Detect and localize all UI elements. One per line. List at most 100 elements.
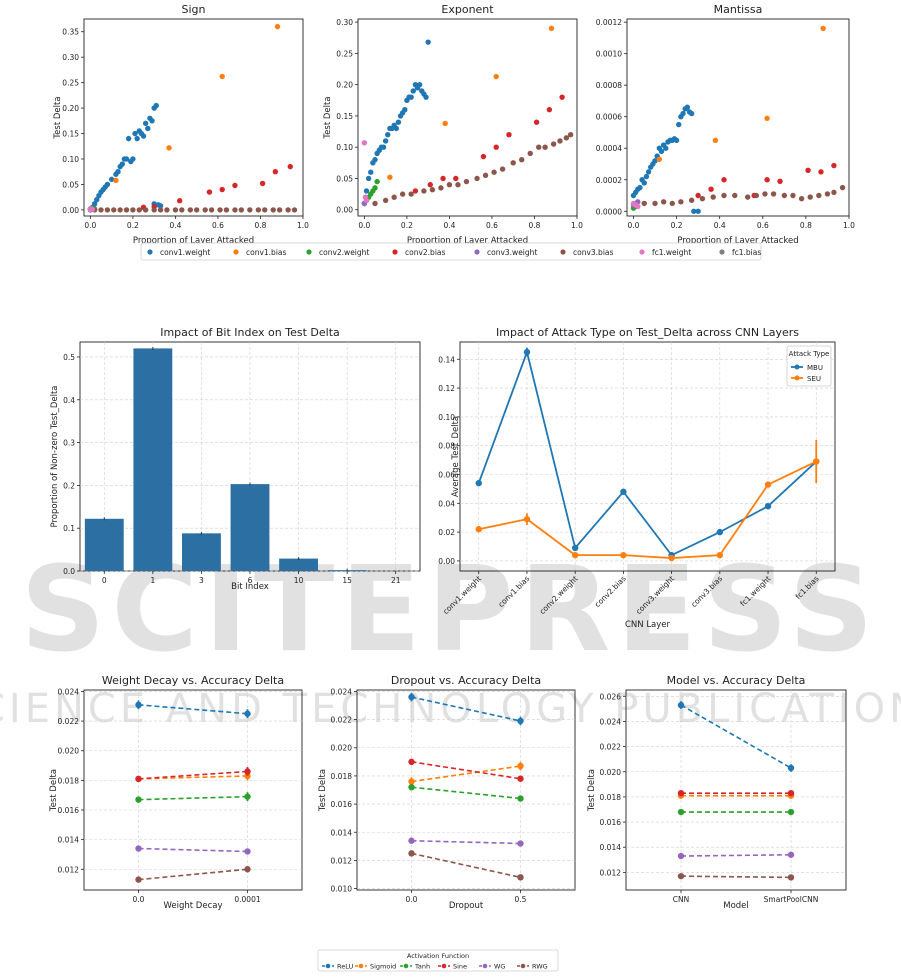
y-tick-label: 0.04	[438, 499, 455, 508]
scatter-point-conv1-weight	[115, 169, 121, 175]
legend-label-conv3-bias: conv3.bias	[573, 248, 614, 257]
chart-title: Weight Decay vs. Accuracy Delta	[102, 674, 284, 687]
scatter-point-conv3-bias	[732, 192, 738, 199]
y-tick-label: 0.0004	[596, 144, 622, 153]
scatter-point-conv1-bias	[166, 145, 172, 151]
scatter-point-conv2-bias	[764, 177, 770, 183]
scatter-point-conv1-weight	[395, 119, 402, 125]
scatter-point-conv2-bias	[259, 180, 266, 187]
scatter-point-conv1-weight	[104, 181, 111, 188]
scatter-point-conv3-bias	[660, 199, 667, 205]
legend-label-fc1-weight: fc1.weight	[652, 248, 691, 257]
x-tick-label: 1.0	[843, 221, 855, 230]
y-tick-label: 0.12	[438, 384, 455, 393]
bar-bit-10	[279, 558, 318, 571]
y-tick-label: 0.016	[58, 806, 80, 815]
scatter-point-conv1-weight	[153, 102, 159, 109]
plot-frame	[357, 18, 578, 217]
scatter-point-conv3-bias	[816, 192, 822, 199]
legend-label-conv1-bias: conv1.bias	[246, 248, 287, 257]
x-tick-label: 0.8	[255, 221, 267, 230]
scatter-point-conv1-weight	[643, 173, 650, 180]
x-tick-label: 10	[294, 576, 304, 585]
chart-panel-weight-decay-vs-accuracy-delta: Weight Decay vs. Accuracy Delta Weight De…	[49, 674, 303, 911]
scatter-point-conv3-bias	[688, 197, 695, 203]
scatter-point-conv2-bias	[412, 188, 419, 194]
scatter-point-conv3-bias	[98, 207, 104, 213]
y-tick-label: 0.30	[336, 18, 353, 27]
legend-label-sine: Sine	[453, 963, 467, 971]
scatter-point-conv3-bias	[223, 207, 230, 213]
scatter-point-conv1-weight	[363, 188, 370, 194]
scatter-point-conv1-weight	[145, 125, 151, 132]
scatter-point-conv3-bias	[807, 194, 813, 200]
scatter-point-conv3-bias	[519, 157, 525, 163]
activation-legend: Activation Function ReLU Sigmoid Tanh Sine WG…	[317, 949, 559, 972]
scatter-point-conv2-bias	[232, 182, 238, 189]
attack-type-legend: Attack Type MBU SEU	[786, 345, 832, 387]
legend-label-rwg: RWG	[532, 963, 548, 971]
series-line-rwg	[680, 875, 792, 879]
scatter-point-conv3-bias	[421, 188, 427, 194]
legend-swatch-marker	[520, 963, 526, 969]
x-tick-label: 0.0	[406, 895, 418, 904]
scatter-point-conv1-bias	[656, 156, 663, 162]
legend-marker-conv2-bias	[392, 249, 398, 255]
series-point-relu	[244, 710, 251, 717]
series-point-seu	[668, 554, 675, 562]
x-tick-label: 0.0	[133, 895, 145, 904]
series-point-relu	[408, 693, 415, 701]
scatter-point-conv3-bias	[762, 191, 768, 197]
series-line-relu	[411, 696, 521, 722]
scatter-point-conv3-bias	[463, 178, 470, 185]
scatter-point-conv1-weight	[385, 131, 391, 138]
y-tick-label: 0.15	[336, 112, 353, 121]
scatter-point-conv1-bias	[548, 25, 555, 32]
y-tick-label: 0.012	[58, 865, 80, 874]
series-point-rwg	[135, 876, 142, 883]
y-tick-label: 0.020	[58, 747, 80, 756]
x-axis-label: Proportion of Layer Attacked	[407, 236, 528, 246]
y-tick-label: 0.014	[58, 836, 80, 845]
scatter-point-conv3-bias	[678, 199, 684, 205]
x-tick-label: 0.6	[757, 221, 769, 230]
scatter-point-conv3-bias	[262, 207, 268, 213]
scatter-point-conv1-weight	[108, 176, 115, 183]
series-point-rwg	[244, 866, 251, 873]
x-tick-label: 0.0	[627, 221, 639, 230]
scatter-point-conv1-bias	[387, 174, 393, 180]
scatter-point-conv1-weight	[140, 133, 147, 139]
y-tick-label: 0.5	[63, 353, 75, 362]
y-tick-label: 0.0	[63, 567, 75, 576]
y-tick-label: 0.018	[58, 776, 80, 785]
scatter-point-conv1-weight	[365, 175, 372, 182]
scatter-point-conv3-bias	[399, 191, 406, 197]
series-point-rwg	[408, 850, 415, 857]
scatter-point-conv3-bias	[285, 207, 291, 213]
scatter-point-conv1-weight	[691, 208, 697, 214]
series-point-mbu	[475, 479, 482, 487]
publisher-watermark: SCITEPRESS SCIENCE AND TECHNOLOGY PUBLIC…	[0, 540, 901, 732]
series-point-seu	[475, 526, 482, 533]
scatter-point-conv3-bias	[232, 207, 238, 213]
series-point-sine	[408, 758, 415, 766]
series-point-tanh	[244, 793, 251, 800]
y-tick-label: 0.4	[63, 396, 75, 405]
y-tick-label: 0.3	[63, 439, 75, 448]
legend-swatch-marker	[325, 963, 331, 969]
scatter-point-conv2-bias	[427, 182, 433, 188]
scatter-point-conv1-weight	[658, 148, 665, 155]
series-point-sine	[677, 789, 685, 797]
scatter-point-conv3-bias	[770, 191, 777, 197]
series-line-rwg	[138, 868, 248, 881]
series-point-mbu	[764, 502, 772, 510]
legend-label-fc1-bias: fc1.bias	[732, 248, 761, 257]
legend-marker-fc1-bias	[719, 249, 725, 255]
chart-title: Dropout vs. Accuracy Delta	[391, 674, 541, 687]
legend-label-conv3-weight: conv3.weight	[487, 248, 537, 257]
bar-bit-1	[133, 348, 173, 571]
scatter-point-conv3-bias	[699, 195, 706, 202]
y-tick-label: 0.00	[336, 206, 353, 215]
x-tick-label: 21	[391, 576, 401, 585]
y-tick-label: 0.0008	[596, 81, 622, 90]
